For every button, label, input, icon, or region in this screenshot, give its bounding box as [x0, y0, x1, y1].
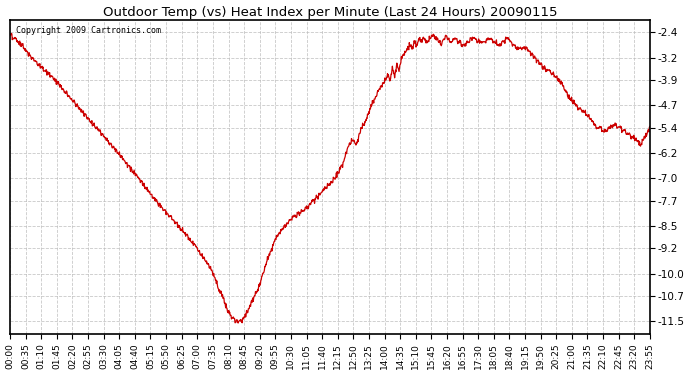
Title: Outdoor Temp (vs) Heat Index per Minute (Last 24 Hours) 20090115: Outdoor Temp (vs) Heat Index per Minute …	[103, 6, 558, 18]
Text: Copyright 2009 Cartronics.com: Copyright 2009 Cartronics.com	[17, 26, 161, 35]
